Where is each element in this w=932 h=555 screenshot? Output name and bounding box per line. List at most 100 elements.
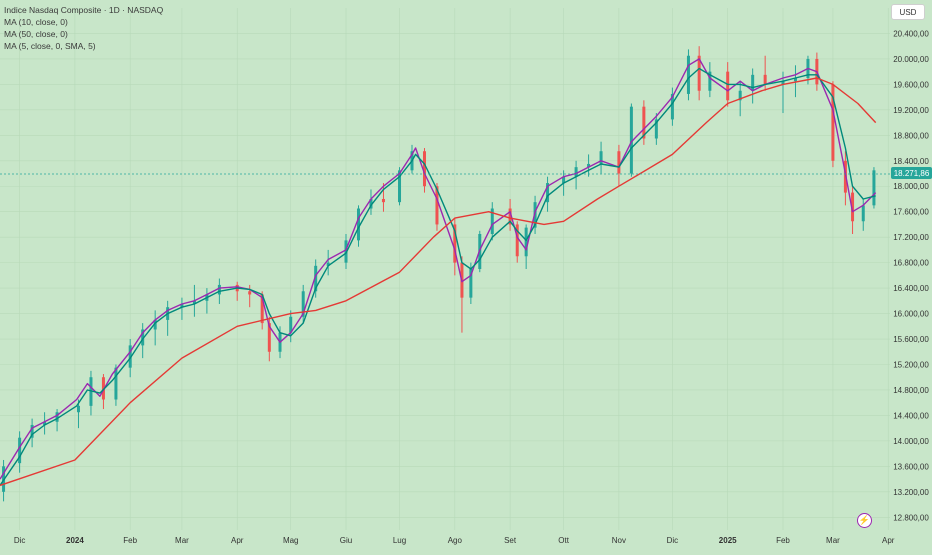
price-tick-label: 17.600,00 bbox=[893, 208, 929, 217]
time-tick-label: Mar bbox=[175, 536, 189, 545]
candle-body bbox=[192, 300, 196, 305]
candle-body bbox=[369, 198, 373, 209]
candle-body bbox=[422, 151, 426, 187]
candle-body bbox=[30, 424, 34, 438]
price-tick-label: 16.000,00 bbox=[893, 310, 929, 319]
price-axis[interactable] bbox=[890, 0, 932, 530]
candle-body bbox=[508, 208, 512, 225]
time-tick-label: Set bbox=[504, 536, 517, 545]
candle-body bbox=[43, 421, 47, 425]
candle-body bbox=[453, 224, 457, 263]
price-tick-label: 18.000,00 bbox=[893, 182, 929, 191]
price-tick-label: 20.000,00 bbox=[893, 55, 929, 64]
candle-body bbox=[217, 284, 221, 295]
candle-body bbox=[267, 323, 271, 352]
time-tick-label: Feb bbox=[123, 536, 137, 545]
candle-body bbox=[18, 437, 22, 464]
candle-body bbox=[861, 205, 865, 222]
price-tick-label: 13.200,00 bbox=[893, 488, 929, 497]
price-tick-label: 15.200,00 bbox=[893, 360, 929, 369]
price-tick-label: 20.400,00 bbox=[893, 29, 929, 38]
price-tick-label: 18.800,00 bbox=[893, 131, 929, 140]
candle-body bbox=[781, 81, 785, 85]
time-tick-label: Ago bbox=[448, 536, 463, 545]
candle-body bbox=[301, 291, 305, 317]
time-tick-label: Ott bbox=[558, 536, 569, 545]
candle-body bbox=[751, 74, 755, 91]
time-tick-label: Apr bbox=[882, 536, 895, 545]
candle-body bbox=[708, 71, 712, 91]
candle-body bbox=[128, 345, 132, 368]
candle-body bbox=[326, 262, 330, 266]
price-tick-label: 13.600,00 bbox=[893, 462, 929, 471]
candle-body bbox=[793, 78, 797, 82]
price-tick-label: 16.400,00 bbox=[893, 284, 929, 293]
candle-body bbox=[356, 208, 360, 241]
legend-ma50[interactable]: MA (50, close, 0) bbox=[4, 29, 68, 39]
candle-body bbox=[763, 74, 767, 85]
candle-body bbox=[114, 367, 118, 400]
series-line bbox=[0, 77, 877, 487]
series-line bbox=[0, 67, 876, 486]
series-line bbox=[0, 58, 877, 480]
price-tick-label: 19.200,00 bbox=[893, 106, 929, 115]
candle-body bbox=[574, 167, 578, 177]
time-tick-label: Lug bbox=[393, 536, 406, 545]
lightning-icon[interactable]: ⚡ bbox=[857, 513, 872, 528]
time-tick-label: Giu bbox=[340, 536, 352, 545]
candle-body bbox=[469, 269, 473, 298]
candle-body bbox=[546, 183, 550, 203]
price-tick-label: 15.600,00 bbox=[893, 335, 929, 344]
candle-body bbox=[686, 55, 690, 94]
time-tick-label: Feb bbox=[776, 536, 790, 545]
candle-body bbox=[629, 106, 633, 174]
candle-body bbox=[726, 71, 730, 101]
grid bbox=[0, 8, 890, 530]
candle-body bbox=[654, 119, 658, 139]
time-axis-labels: Dic 2024 Feb Mar Apr Mag Giu Lug Ago Set Ott Nov Dic… bbox=[14, 536, 895, 545]
candle-body bbox=[248, 291, 252, 295]
time-tick-label: 2024 bbox=[66, 536, 84, 545]
candle-body bbox=[587, 163, 591, 168]
chart-title[interactable]: Indice Nasdaq Composite · 1D · NASDAQ bbox=[4, 5, 164, 15]
candle-body bbox=[153, 319, 157, 330]
time-tick-label: Nov bbox=[612, 536, 626, 545]
candle-body bbox=[524, 227, 528, 257]
candle-body bbox=[697, 55, 701, 91]
candle-body bbox=[260, 294, 264, 324]
legend-sma5[interactable]: MA (5, close, 0, SMA, 5) bbox=[4, 41, 96, 51]
moving-averages bbox=[0, 58, 877, 487]
candle-body bbox=[435, 186, 439, 225]
time-axis[interactable] bbox=[0, 530, 932, 550]
candle-body bbox=[381, 198, 385, 203]
indicator-legend: Indice Nasdaq Composite · 1D · NASDAQ MA… bbox=[4, 4, 163, 52]
candle-body bbox=[398, 170, 402, 203]
candle-body bbox=[490, 208, 494, 234]
candle-body bbox=[670, 93, 674, 120]
candle-body bbox=[289, 316, 293, 333]
candle-body bbox=[872, 170, 876, 206]
price-tick-label: 14.400,00 bbox=[893, 411, 929, 420]
currency-button[interactable]: USD bbox=[891, 4, 925, 20]
last-price-label: 18.271,86 bbox=[891, 167, 932, 179]
candle-body bbox=[642, 106, 646, 139]
candle-body bbox=[599, 151, 603, 164]
candle-body bbox=[515, 224, 519, 257]
price-tick-label: 16.800,00 bbox=[893, 259, 929, 268]
price-axis-labels: 20.400,00 20.000,00 19.600,00 19.200,00 18.8… bbox=[893, 29, 929, 522]
time-tick-label: Dic bbox=[667, 536, 679, 545]
price-tick-label: 17.200,00 bbox=[893, 233, 929, 242]
time-tick-label: Mag bbox=[283, 536, 299, 545]
candle-body bbox=[76, 405, 80, 413]
price-tick-label: 18.400,00 bbox=[893, 157, 929, 166]
candle-body bbox=[55, 412, 59, 422]
candle-body bbox=[101, 377, 105, 400]
candle-body bbox=[180, 304, 184, 308]
time-tick-label: 2025 bbox=[719, 536, 737, 545]
legend-ma10[interactable]: MA (10, close, 0) bbox=[4, 17, 68, 27]
time-tick-label: Dic bbox=[14, 536, 26, 545]
candle-body bbox=[851, 192, 855, 222]
